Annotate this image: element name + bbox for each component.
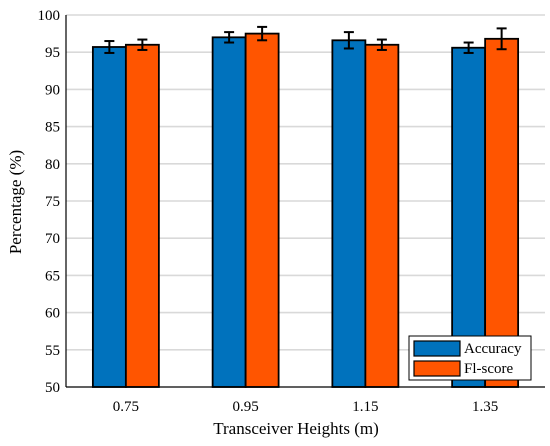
bar-accuracy-1.15 bbox=[331, 39, 367, 388]
y-tick-label-65: 65 bbox=[45, 268, 60, 284]
bar-fl-score-0.75 bbox=[124, 43, 160, 388]
axes: 50 55 60 65 70 75 80 85 90 95 100 0.75 0.95 1.15 1.35 bbox=[38, 8, 545, 415]
x-tick-label-0.95: 0.95 bbox=[233, 399, 259, 415]
legend-swatch-accuracy bbox=[413, 340, 461, 357]
bars bbox=[91, 25, 520, 388]
y-tick-label-70: 70 bbox=[45, 231, 60, 247]
legend-label-accuracy: Accuracy bbox=[464, 341, 522, 357]
x-tick-label-0.75: 0.75 bbox=[113, 399, 139, 415]
bar-fl-score-1.15 bbox=[364, 43, 400, 388]
legend-label-f1-score: Fl-score bbox=[464, 361, 513, 377]
y-tick-label-100: 100 bbox=[38, 8, 61, 24]
y-tick-label-90: 90 bbox=[45, 82, 60, 98]
y-tick-label-80: 80 bbox=[45, 157, 60, 173]
y-tick-label-95: 95 bbox=[45, 45, 60, 61]
y-tick-label-85: 85 bbox=[45, 120, 60, 136]
bar-accuracy-0.75 bbox=[91, 46, 127, 388]
x-tick-label-1.15: 1.15 bbox=[352, 399, 378, 415]
bar-fl-score-1.35 bbox=[484, 37, 520, 388]
y-tick-label-75: 75 bbox=[45, 194, 60, 210]
bar-fl-score-0.95 bbox=[244, 32, 280, 388]
legend-swatch-f1-score bbox=[413, 360, 461, 377]
x-tick-label-1.35: 1.35 bbox=[472, 399, 498, 415]
bar-accuracy-0.95 bbox=[211, 36, 247, 388]
bar-accuracy-1.35 bbox=[451, 46, 487, 388]
y-tick-label-50: 50 bbox=[45, 380, 60, 396]
x-axis-title: Transceiver Heights (m) bbox=[213, 419, 379, 438]
y-axis-title: Percentage (%) bbox=[6, 150, 25, 254]
y-tick-label-55: 55 bbox=[45, 343, 60, 359]
legend: Accuracy Fl-score bbox=[408, 335, 532, 381]
y-tick-label-60: 60 bbox=[45, 306, 60, 322]
